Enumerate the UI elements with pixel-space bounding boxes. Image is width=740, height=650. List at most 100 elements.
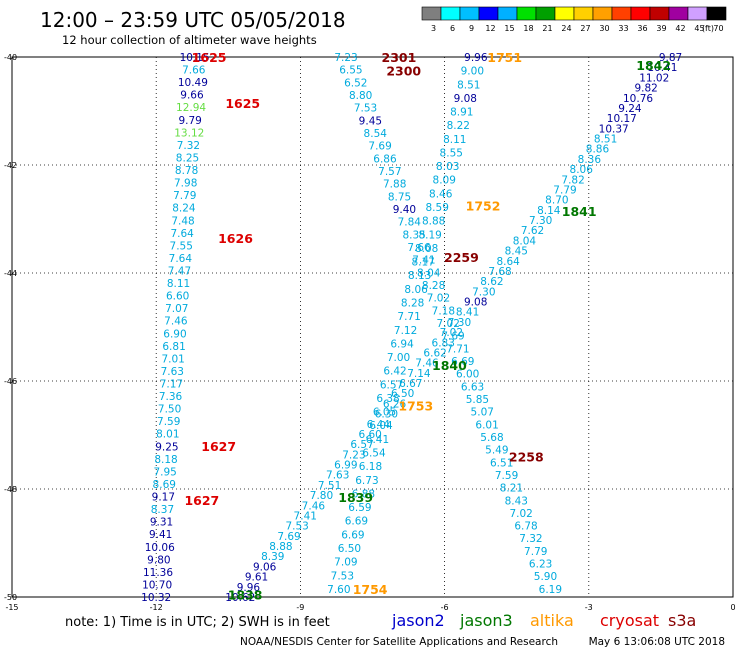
colorbar-label: 30 xyxy=(599,24,609,33)
swh-value-label: 7.63 xyxy=(326,470,349,482)
colorbar-swatch xyxy=(535,6,556,21)
swh-value-label: 9.17 xyxy=(152,492,175,504)
swh-value-label: 8.21 xyxy=(500,483,523,495)
colorbar-legend: 3 6 9 12 15 18 21 24 27 30 33 36 39 42 45 70(ft) xyxy=(421,6,727,33)
swh-value-label: 8.08 xyxy=(415,243,438,255)
swh-value-label: 8.45 xyxy=(505,246,528,258)
swh-value-label: 7.64 xyxy=(169,253,193,265)
swh-value-label: 7.41 xyxy=(412,255,435,267)
swh-value-label: 6.04 xyxy=(369,420,393,432)
grid-lines xyxy=(12,57,733,597)
swh-value-label: 9.87 xyxy=(659,52,682,64)
colorbar-swatch xyxy=(592,6,613,21)
swh-value-label: 6.60 xyxy=(166,291,189,303)
swh-value-label: 8.11 xyxy=(167,278,190,290)
swh-value-label: 8.13 xyxy=(408,270,431,282)
satellite-legend: jason2 jason3 altika cryosat s3a xyxy=(391,611,696,630)
swh-value-label: 9.96 xyxy=(237,582,261,594)
swh-value-label: 7.98 xyxy=(174,178,197,190)
swh-value-label: 10.62 xyxy=(225,592,255,604)
swh-value-label: 7.95 xyxy=(153,466,176,478)
swh-value-label: 8.18 xyxy=(154,454,177,466)
swh-value-label: 8.25 xyxy=(176,152,199,164)
pass-time-label: 1626 xyxy=(218,231,253,246)
swh-value-label: 8.28 xyxy=(422,280,445,292)
swh-value-label: 8.62 xyxy=(480,276,503,288)
swh-value-label: 8.86 xyxy=(586,144,610,156)
colorbar-label: 3 xyxy=(431,24,436,33)
swh-value-label: 9.40 xyxy=(393,204,416,216)
x-tick-label: -3 xyxy=(585,603,593,612)
swh-value-label: 6.57 xyxy=(380,379,403,391)
swh-value-label: 7.07 xyxy=(165,303,188,315)
swh-value-label: 8.55 xyxy=(440,147,463,159)
swh-value-label: 8.46 xyxy=(429,188,453,200)
swh-value-label: 7.02 xyxy=(437,318,460,330)
colorbar-swatch xyxy=(554,6,575,21)
pass-time-label: 1754 xyxy=(353,582,388,597)
swh-value-label: 11.36 xyxy=(143,567,173,579)
swh-value-label: 8.19 xyxy=(418,229,441,241)
swh-value-label: 7.00 xyxy=(387,352,410,364)
swh-value-label: 6.99 xyxy=(334,460,357,472)
swh-value-label: 6.19 xyxy=(539,584,562,596)
swh-value-label: 6.83 xyxy=(432,337,455,349)
swh-value-label: 9.08 xyxy=(454,93,477,105)
swh-value-label: 6.30 xyxy=(375,409,398,421)
legend-jason3: jason3 xyxy=(459,611,513,630)
swh-value-label: 9.00 xyxy=(461,66,484,78)
swh-value-label: 6.38 xyxy=(376,393,399,405)
swh-value-label: 7.53 xyxy=(285,521,308,533)
swh-value-label: 6.81 xyxy=(162,341,185,353)
swh-value-label: 7.68 xyxy=(488,266,511,278)
pass-time-label: 1841 xyxy=(562,204,597,219)
colorbar-swatch xyxy=(440,6,461,21)
swh-value-label: 8.28 xyxy=(401,297,424,309)
legend-s3a: s3a xyxy=(668,611,696,630)
swh-value-label: 13.12 xyxy=(174,127,204,139)
swh-value-label: 6.57 xyxy=(350,439,373,451)
pass-time-label: 1751 xyxy=(487,50,522,65)
swh-value-label: 7.30 xyxy=(529,215,552,227)
swh-value-label: 7.63 xyxy=(161,366,184,378)
chart-title: 12:00 – 23:59 UTC 05/05/2018 xyxy=(40,8,346,32)
swh-value-label: 7.23 xyxy=(342,449,365,461)
swh-value-label: 9.61 xyxy=(245,572,268,584)
swh-value-label: 9.66 xyxy=(180,90,204,102)
swh-value-label: 7.48 xyxy=(171,215,194,227)
swh-value-label: 6.26 xyxy=(383,398,407,410)
y-tick-label: -44 xyxy=(4,269,17,278)
colorbar-label: 9 xyxy=(469,24,474,33)
swh-value-label: 8.36 xyxy=(578,154,602,166)
pass-time-label: 1838 xyxy=(228,587,263,602)
swh-value-label: 7.14 xyxy=(407,368,431,380)
swh-value-label: 6.44 xyxy=(367,419,391,431)
swh-value-label: 8.64 xyxy=(496,256,520,268)
swh-value-label: 7.69 xyxy=(277,531,300,543)
swh-value-label: 7.12 xyxy=(394,325,417,337)
pass-time-label: 1842 xyxy=(636,58,671,73)
colorbar-label: 36 xyxy=(637,24,647,33)
swh-value-label: 8.80 xyxy=(349,90,372,102)
swh-value-label: 8.69 xyxy=(153,479,176,491)
swh-value-label: 6.01 xyxy=(475,419,498,431)
pass-time-label: 2259 xyxy=(444,250,479,265)
swh-value-label: 8.11 xyxy=(443,134,466,146)
swh-value-label: 6.63 xyxy=(461,381,484,393)
swh-value-label: 6.62 xyxy=(423,347,446,359)
colorbar-swatch xyxy=(497,6,518,21)
x-tick-label: -12 xyxy=(150,603,163,612)
swh-value-label: 6.50 xyxy=(338,543,361,555)
footer-credit: NOAA/NESDIS Center for Satellite Applica… xyxy=(240,636,558,648)
swh-value-label: 7.32 xyxy=(519,533,542,545)
colorbar-swatch xyxy=(459,6,480,21)
chart-subtitle: 12 hour collection of altimeter wave hei… xyxy=(62,33,317,47)
colorbar-label: 21 xyxy=(542,24,552,33)
swh-value-label: 7.66 xyxy=(407,242,431,254)
swh-value-label: 8.88 xyxy=(422,216,445,228)
data-marks: 10.157.6610.499.6612.949.7913.127.328.25… xyxy=(141,50,682,604)
swh-value-label: 6.55 xyxy=(339,65,362,77)
colorbar-label: 45 xyxy=(694,24,704,33)
swh-value-label: 7.01 xyxy=(161,353,184,365)
swh-value-label: 7.79 xyxy=(173,190,196,202)
